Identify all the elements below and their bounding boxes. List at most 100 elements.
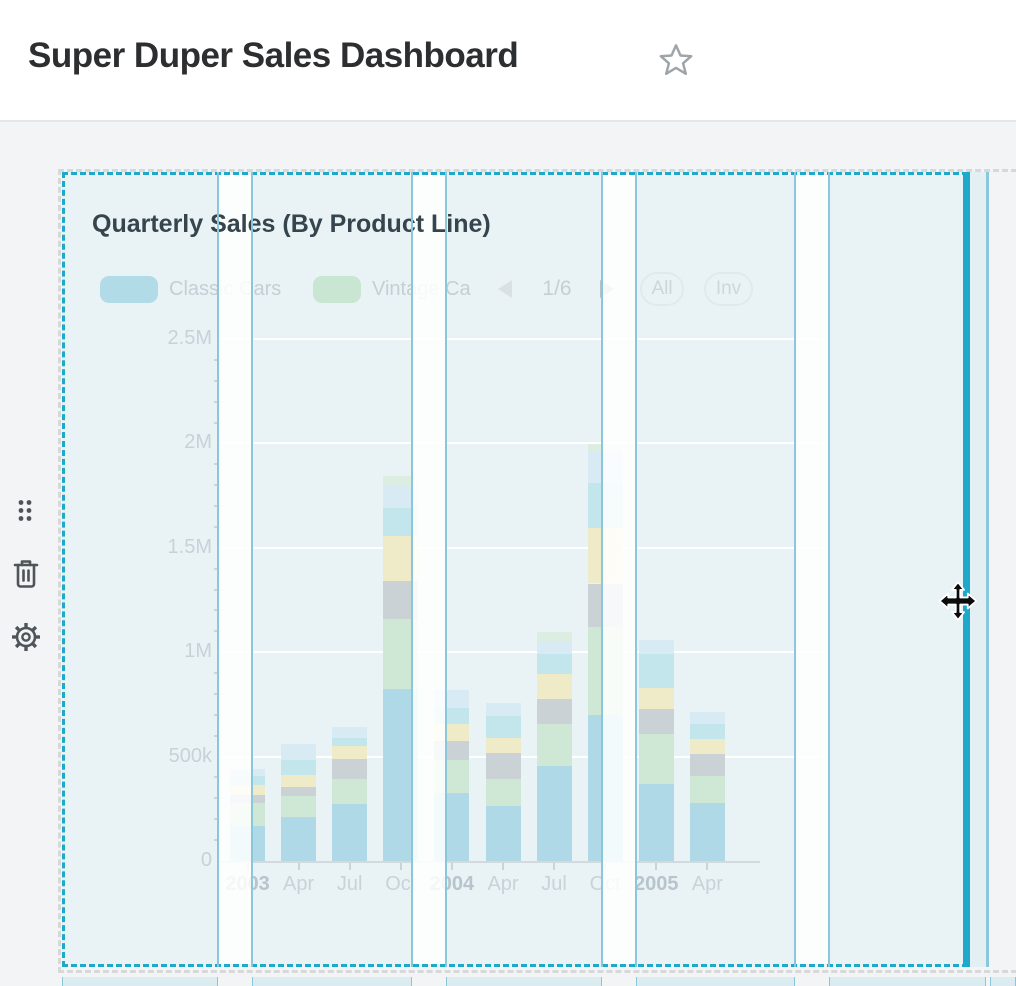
y-axis-tick-label: 500k: [168, 744, 212, 767]
page-title: Super Duper Sales Dashboard: [28, 36, 519, 75]
y-axis-tick-label: 2M: [184, 431, 212, 454]
header-divider: [0, 120, 1016, 122]
bar-segment-series3: [485, 753, 521, 780]
bar-segment-series4: [536, 673, 572, 699]
bar-segment-series1: [485, 806, 521, 861]
grid-column-line: [601, 172, 603, 967]
grid-gutter: [795, 175, 829, 964]
bar-segment-series2: [536, 724, 572, 766]
legend-prev-page-icon[interactable]: [497, 279, 513, 299]
legend-select-all-button[interactable]: All: [640, 272, 684, 306]
x-axis-tick-label: Apr: [283, 873, 315, 895]
x-axis-tick-label: Jul: [336, 873, 363, 895]
bar-segment-series5: [332, 738, 368, 746]
grid-column-partial: [969, 172, 987, 967]
grid-column-stub: [62, 977, 218, 986]
bar-segment-series3: [536, 698, 572, 725]
bar-segment-series1: [638, 784, 674, 861]
x-axis-tick: [502, 863, 504, 870]
bar-segment-series6: [281, 744, 317, 761]
favorite-star-icon[interactable]: [658, 42, 694, 78]
bar-segment-series6: [383, 486, 419, 509]
bar-segment-series5: [536, 653, 572, 674]
bar-segment-series1: [689, 802, 725, 861]
y-axis-tick-label: 2.5M: [167, 327, 212, 349]
bar-segment-series6: [485, 703, 521, 717]
bar-segment-series7: [536, 631, 572, 641]
grid-gutter: [218, 175, 252, 964]
bar-segment-series1: [281, 817, 317, 861]
gridline: [218, 546, 822, 549]
gridline: [218, 651, 822, 654]
grid-column-line: [794, 172, 796, 967]
legend-swatch-classic-cars[interactable]: [100, 276, 158, 303]
x-axis-tick: [706, 863, 709, 870]
grid-column-line: [445, 172, 447, 967]
x-axis-line: [218, 861, 760, 863]
bar-segment-series5: [638, 654, 674, 689]
bar-segment-series4: [638, 688, 674, 710]
bar-segment-series4: [281, 775, 317, 788]
x-axis-tick: [297, 863, 300, 870]
x-axis-tick: [348, 863, 351, 870]
card-original-footprint-outline: [58, 169, 1016, 973]
grid-column-stub: [252, 977, 412, 986]
bar-segment-series1: [332, 803, 368, 861]
grid-column-stub: [446, 977, 602, 986]
bar-segment-series4: [485, 738, 521, 754]
x-axis-tick-label: Apr: [487, 873, 519, 895]
grid-column-line: [986, 172, 989, 967]
chart-card[interactable]: Quarterly Sales (By Product Line) Classi…: [62, 172, 970, 967]
settings-gear-icon[interactable]: [10, 621, 42, 653]
bar-segment-series4: [332, 745, 368, 759]
bar-segment-series6: [689, 712, 725, 725]
x-axis-tick: [450, 863, 453, 870]
grid-column-stub: [636, 977, 795, 986]
bar-segment-series2: [281, 796, 317, 818]
x-axis-tick: [553, 863, 556, 870]
delete-trash-icon[interactable]: [11, 557, 41, 591]
grid-column-stub: [990, 977, 1016, 986]
y-axis-tick-label: 0: [200, 849, 212, 871]
grid-column-line: [411, 172, 413, 967]
gridline: [218, 338, 822, 340]
bar-segment-series6: [332, 726, 368, 738]
bar-segment-series6: [536, 640, 572, 654]
bar-segment-series4: [689, 739, 725, 755]
x-axis-tick-label: Oct: [385, 873, 417, 895]
grid-column-line: [251, 172, 253, 967]
legend-swatch-vintage-cars[interactable]: [313, 276, 361, 303]
stacked-bar-plot: 0500k1M1.5M2M2.5M2003AprJulOct2004AprJul…: [65, 175, 965, 964]
bar-segment-series2: [689, 776, 725, 803]
grid-gutter: [602, 175, 636, 964]
y-axis-tick-label: 1.5M: [167, 535, 212, 558]
bar-segment-series2: [485, 779, 521, 807]
header-bar: Super Duper Sales Dashboard: [0, 0, 1016, 120]
bar-segment-series5: [485, 716, 521, 739]
grid-column-line: [828, 172, 830, 967]
bar-segment-series3: [638, 709, 674, 735]
x-axis-tick: [655, 863, 658, 870]
bar-segment-series5: [281, 760, 317, 776]
bar-segment-series3: [281, 787, 317, 797]
bar-segment-series3: [332, 758, 368, 779]
bar-segment-series6: [638, 640, 674, 655]
bar-segment-series1: [536, 765, 572, 861]
y-axis-tick-label: 1M: [184, 640, 212, 663]
bar-segment-series2: [638, 734, 674, 785]
x-axis-tick-label: 2005: [634, 873, 679, 895]
grid-column-line: [635, 172, 637, 967]
gridline: [218, 442, 822, 445]
bar-segment-series3: [689, 754, 725, 777]
legend-invert-button[interactable]: Inv: [704, 272, 753, 306]
x-axis-tick-label: Jul: [541, 873, 567, 895]
grid-column-stub: [829, 977, 986, 986]
bar-segment-series7: [383, 476, 419, 487]
drag-handle-icon[interactable]: [17, 499, 33, 523]
bar-segment-series5: [689, 724, 725, 740]
bar-segment-series2: [332, 778, 368, 804]
card-resize-edge[interactable]: [963, 172, 970, 967]
x-axis-tick-label: Apr: [691, 873, 723, 895]
legend-page-indicator: 1/6: [542, 277, 572, 300]
